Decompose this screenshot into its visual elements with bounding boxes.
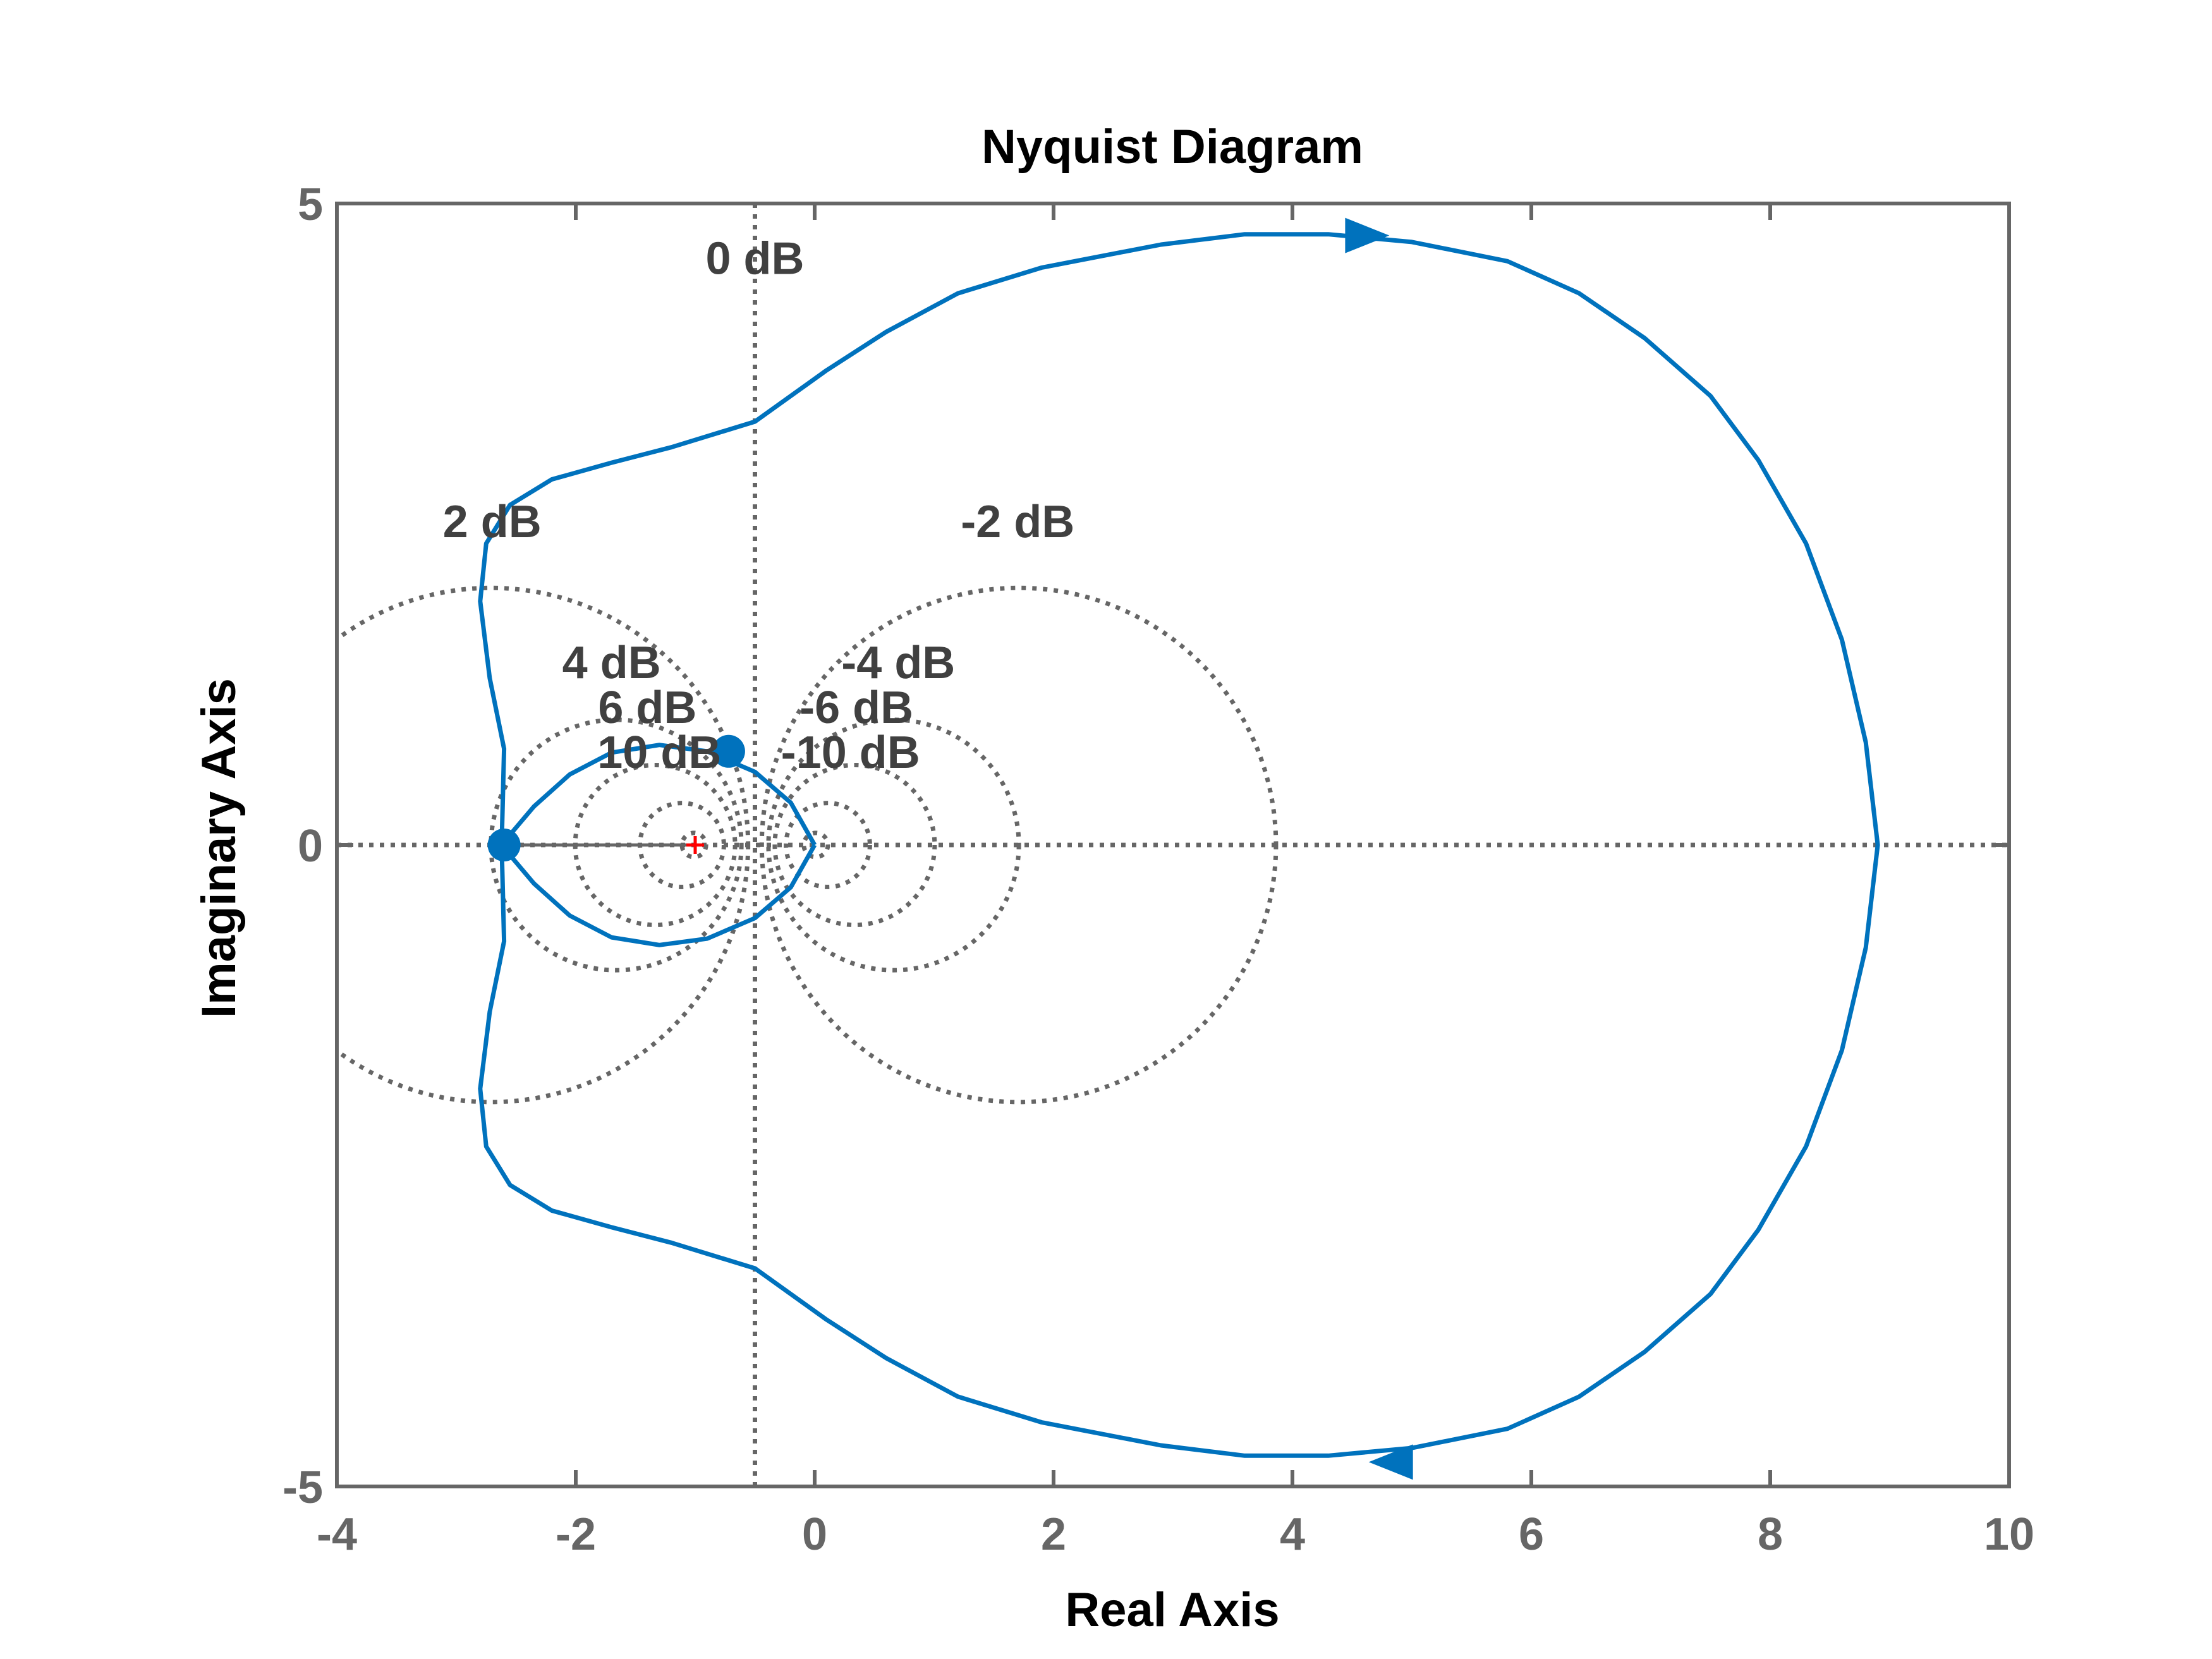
data-marker — [712, 734, 745, 768]
data-marker — [487, 829, 521, 861]
grid-label: 0 dB — [705, 234, 804, 284]
nyquist-outer-loop — [478, 232, 1880, 1458]
x-tick-label: 6 — [1519, 1509, 1544, 1560]
x-tick-label: 8 — [1758, 1509, 1783, 1560]
chart-title: Nyquist Diagram — [981, 120, 1363, 174]
grid-label: 6 dB — [598, 683, 696, 733]
arrow-upper — [1345, 217, 1390, 253]
x-tick-label: -4 — [317, 1509, 357, 1560]
axes: -4 -2 0 2 4 6 8 10 -5 0 5 — [283, 179, 2034, 1560]
m-circle — [489, 717, 744, 973]
y-tick-label: 5 — [298, 179, 323, 230]
grid-label: 4 dB — [562, 638, 661, 688]
x-tick-label: 0 — [802, 1509, 827, 1560]
y-axis-label: Imaginary Axis — [192, 678, 246, 1018]
m-circle — [784, 801, 872, 889]
grid-label: -10 dB — [781, 727, 920, 778]
y-tick-label: 0 — [298, 821, 323, 872]
grid-label: -2 dB — [961, 497, 1074, 547]
x-axis-label: Real Axis — [1065, 1583, 1279, 1637]
grid-label-group: 0 dB 2 dB -2 dB 4 dB -4 dB 6 dB -6 dB 10 dB -10 … — [443, 234, 1075, 779]
x-tick-label: 10 — [1984, 1509, 2034, 1560]
m-circle — [801, 830, 830, 860]
m-circle — [772, 763, 937, 927]
grid-label: -4 dB — [841, 638, 955, 688]
marker-group — [487, 217, 1413, 1480]
grid-label: -6 dB — [799, 683, 913, 733]
arrow-lower — [1368, 1444, 1413, 1480]
m-circle — [766, 717, 1021, 973]
x-tick-label: 2 — [1041, 1509, 1066, 1560]
grid-label: 2 dB — [443, 497, 542, 547]
grid-label: 10 dB — [597, 727, 721, 778]
x-tick-label: -2 — [556, 1509, 596, 1560]
y-tick-label: -5 — [283, 1462, 323, 1513]
x-tick-label: 4 — [1280, 1509, 1305, 1560]
m-circle-grid — [337, 204, 2009, 1486]
